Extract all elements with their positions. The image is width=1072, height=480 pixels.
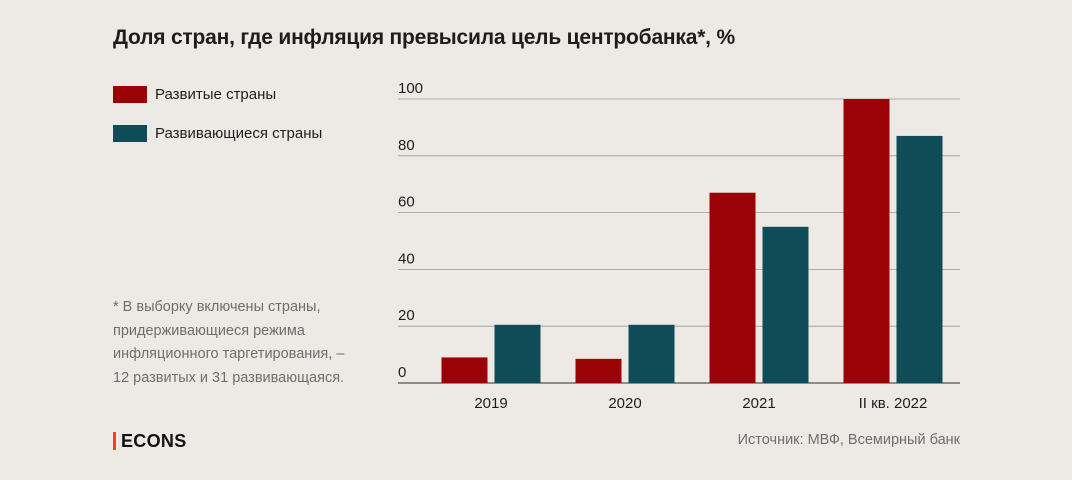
y-tick-label: 60 xyxy=(398,194,415,211)
bar-developing xyxy=(762,226,809,383)
y-tick-label: 100 xyxy=(398,80,423,97)
bar-developed xyxy=(575,358,622,383)
brand-logo: ECONS xyxy=(113,430,187,452)
bar-developed xyxy=(843,99,890,383)
y-tick-label: 0 xyxy=(398,364,406,381)
y-tick-label: 40 xyxy=(398,250,415,267)
footnote: * В выборку включены страны, придерживаю… xyxy=(113,296,383,390)
x-category-label: 2020 xyxy=(608,395,641,412)
chart-title: Доля стран, где инфляция превысила цель … xyxy=(113,26,735,49)
x-category-label: 2019 xyxy=(474,395,507,412)
y-tick-label: 80 xyxy=(398,137,415,154)
footnote-line: 12 развитых и 31 развивающаяся. xyxy=(113,369,345,386)
y-tick-label: 20 xyxy=(398,307,415,324)
footnote-line: инфляционного таргетирования, – xyxy=(113,346,345,362)
legend-item-developing: Развивающиеся страны xyxy=(113,121,322,145)
legend-swatch-developing xyxy=(113,124,147,142)
legend-item-developed: Развитые страны xyxy=(113,82,322,106)
legend-swatch-developed xyxy=(113,85,147,103)
legend: Развитые страны Развивающиеся страны xyxy=(113,82,322,160)
x-category-label: II кв. 2022 xyxy=(859,395,928,412)
bar-developed xyxy=(709,192,756,383)
bar-developed xyxy=(441,357,488,383)
brand-bar-icon xyxy=(113,432,116,450)
bar-developing xyxy=(896,135,943,383)
footnote-line: придерживающиеся режима xyxy=(113,322,305,339)
legend-label-developing: Развивающиеся страны xyxy=(155,124,323,142)
legend-label-developed: Развитые страны xyxy=(155,85,277,103)
footnote-line: * В выборку включены страны, xyxy=(113,299,321,315)
bar-developing xyxy=(628,324,675,383)
source-note: Источник: МВФ, Всемирный банк xyxy=(737,432,960,448)
x-category-label: 2021 xyxy=(742,395,775,412)
bar-developing xyxy=(494,324,541,383)
brand-name: ECONS xyxy=(121,430,187,451)
